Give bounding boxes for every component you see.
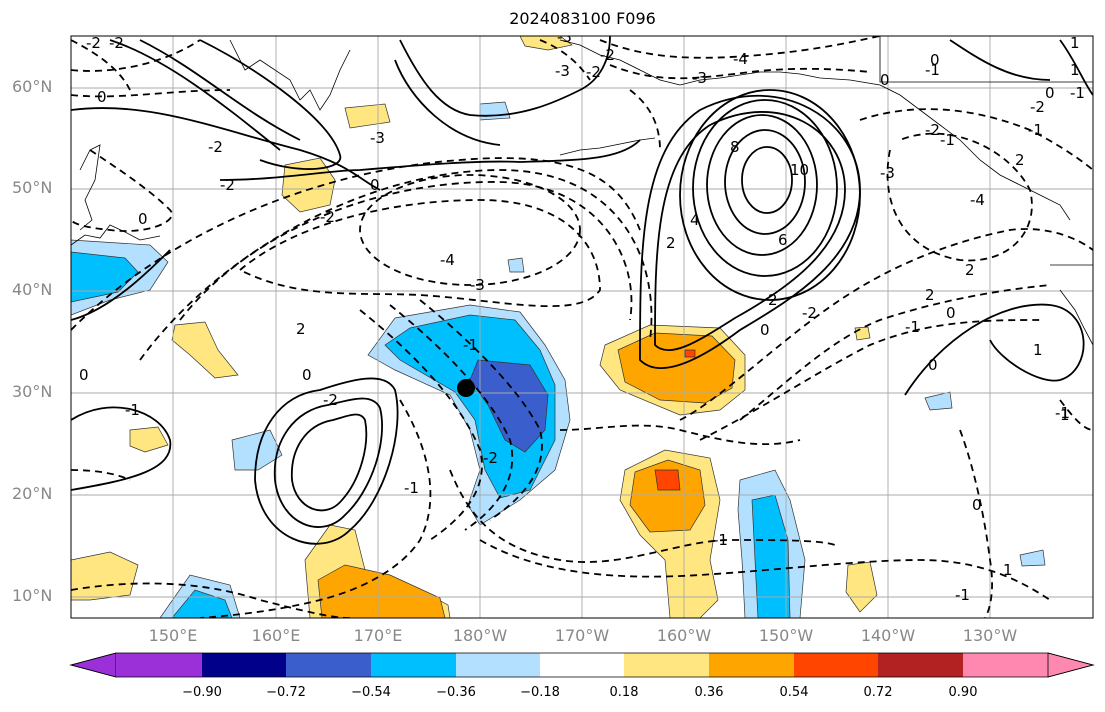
contour-label: -2 xyxy=(802,304,817,322)
colorbar-tick-label: −0.72 xyxy=(266,685,306,700)
lon-label: 150°E xyxy=(148,626,198,645)
contour-label: -3 xyxy=(557,28,572,46)
contour-label: 0 xyxy=(928,356,938,374)
colorbar-tick-label: −0.54 xyxy=(351,685,391,700)
contour-label: 2 xyxy=(296,320,306,338)
colorbar-tick-label: 0.72 xyxy=(863,685,893,700)
colorbar xyxy=(69,652,1095,678)
coastlines xyxy=(71,36,1093,346)
lat-label: 50°N xyxy=(12,178,53,197)
contour-label: -1 xyxy=(905,318,920,336)
contour-label: -2 xyxy=(1030,98,1045,116)
contour-label: 0 xyxy=(1045,84,1055,102)
lat-label: 60°N xyxy=(12,77,53,96)
contour-label: 2 xyxy=(925,286,935,304)
contour-label: 2 xyxy=(965,261,975,279)
graticule xyxy=(71,36,1093,618)
colorbar-tick-label: −0.90 xyxy=(182,685,222,700)
lon-label: 180°W xyxy=(452,626,508,645)
contour-label: -2 xyxy=(220,176,235,194)
colorbar-tick-label: 0.18 xyxy=(609,685,639,700)
contour-label: -1 xyxy=(955,586,970,604)
contour-label: -1 xyxy=(1070,84,1085,102)
colorbar-tick-label: 0.90 xyxy=(948,685,978,700)
contour-label: -2 xyxy=(483,449,498,467)
contour-label: 0 xyxy=(138,210,148,228)
contour-label: -2 xyxy=(320,208,335,226)
contour-label: -4 xyxy=(733,50,748,68)
contour-label: 0 xyxy=(79,366,89,384)
contour-label-group: -2 0 -2 -4 -3 0 2 -2 -3 -3 -2 0 -2 -4 -3… xyxy=(79,28,748,549)
contour-label: -1 xyxy=(925,61,940,79)
contour-label: 0 xyxy=(880,71,890,89)
negative-contours xyxy=(71,36,1093,618)
colorbar-tick-label: −0.36 xyxy=(436,685,476,700)
plot-frame xyxy=(70,35,1094,619)
lon-label: 140°W xyxy=(860,626,916,645)
map-title: 2024083100 F096 xyxy=(509,9,656,28)
contour-label: -3 xyxy=(692,69,707,87)
contour-label: 1 xyxy=(1033,341,1043,359)
lon-label: 130°W xyxy=(962,626,1018,645)
contour-label: 0 xyxy=(760,321,770,339)
colorbar-tick-label: −0.18 xyxy=(520,685,560,700)
lon-label: 170°E xyxy=(353,626,403,645)
contour-label: -3 xyxy=(470,276,485,294)
contour-label: -1 xyxy=(125,401,140,419)
contour-label: -2 xyxy=(323,391,338,409)
colorbar-tick-label: 0.54 xyxy=(779,685,809,700)
contour-label: 1 xyxy=(1060,406,1070,424)
contour-label: -3 xyxy=(555,62,570,80)
contour-label: 2 xyxy=(1015,151,1025,169)
contour-label: -1 xyxy=(713,531,728,549)
contour-label: -4 xyxy=(440,251,455,269)
contour-label: 0 xyxy=(946,304,956,322)
positive-contours xyxy=(71,36,1093,545)
contour-label: -2 xyxy=(600,46,615,64)
shaded-anomaly-fields xyxy=(71,36,1046,618)
contour-label: -3 xyxy=(880,164,895,182)
contour-label: 2 xyxy=(666,234,676,252)
contour-label: -1 xyxy=(940,131,955,149)
contour-label: 0 xyxy=(370,176,380,194)
contour-label: -1 xyxy=(1028,121,1043,139)
lon-label: 160°W xyxy=(656,626,712,645)
lat-label: 40°N xyxy=(12,280,53,299)
lon-label: 160°E xyxy=(251,626,301,645)
lon-label: 150°W xyxy=(758,626,814,645)
contour-label: 2 xyxy=(768,291,778,309)
contour-label: -4 xyxy=(970,191,985,209)
contour-label: -2 xyxy=(208,138,223,156)
contour-label: 4 xyxy=(690,211,700,229)
storm-center-marker xyxy=(457,379,475,397)
contour-label: -3 xyxy=(370,129,385,147)
contour-label: -1 xyxy=(1055,404,1070,422)
contour-label: -1 xyxy=(404,479,419,497)
contour-label: 1 xyxy=(1070,61,1080,79)
contour-label: 0 xyxy=(972,496,982,514)
lat-label: 30°N xyxy=(12,382,53,401)
contour-label: 10 xyxy=(790,161,809,179)
lat-label: 10°N xyxy=(12,586,53,605)
contour-label: 0 xyxy=(302,366,312,384)
contour-label: -2 xyxy=(925,121,940,139)
contour-label: 1 xyxy=(1070,34,1080,52)
contour-label: 0 xyxy=(97,88,107,106)
lon-label: 170°W xyxy=(554,626,610,645)
contour-label: -2 xyxy=(86,34,101,52)
contour-label: -2 xyxy=(109,34,124,52)
lat-label: 20°N xyxy=(12,484,53,503)
contour-label: -1 xyxy=(463,336,478,354)
contour-label: 0 xyxy=(930,51,940,69)
contour-label: 6 xyxy=(778,231,788,249)
contour-label: 1 xyxy=(1003,561,1013,579)
contour-label-group-east: 8 10 6 4 2 2 0 -3 -2 0 0 2 -1 1 -1 2 0 1… xyxy=(600,34,1085,604)
colorbar-tick-label: 0.36 xyxy=(694,685,724,700)
contour-label: -2 xyxy=(586,63,601,81)
contour-label: 8 xyxy=(730,138,740,156)
